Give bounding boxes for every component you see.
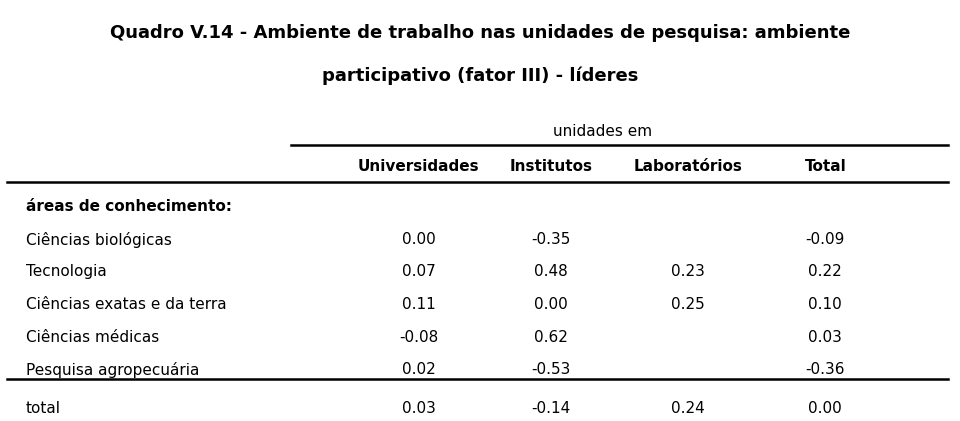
Text: 0.23: 0.23 [671,264,705,279]
Text: Universidades: Universidades [358,159,479,173]
Text: -0.09: -0.09 [805,232,845,247]
Text: total: total [26,400,60,416]
Text: Institutos: Institutos [510,159,592,173]
Text: -0.53: -0.53 [531,362,570,377]
Text: Tecnologia: Tecnologia [26,264,107,279]
Text: 0.02: 0.02 [401,362,436,377]
Text: Ciências exatas e da terra: Ciências exatas e da terra [26,297,227,312]
Text: Ciências biológicas: Ciências biológicas [26,232,172,248]
Text: 0.62: 0.62 [534,330,568,344]
Text: Pesquisa agropecuária: Pesquisa agropecuária [26,362,200,378]
Text: 0.00: 0.00 [401,232,436,247]
Text: 0.03: 0.03 [808,330,842,344]
Text: participativo (fator III) - líderes: participativo (fator III) - líderes [322,67,638,85]
Text: -0.36: -0.36 [805,362,845,377]
Text: -0.14: -0.14 [531,400,570,416]
Text: 0.03: 0.03 [401,400,436,416]
Text: Ciências médicas: Ciências médicas [26,330,159,344]
Text: 0.48: 0.48 [534,264,567,279]
Text: 0.10: 0.10 [808,297,842,312]
Text: 0.25: 0.25 [671,297,705,312]
Text: 0.00: 0.00 [808,400,842,416]
Text: -0.08: -0.08 [398,330,438,344]
Text: 0.24: 0.24 [671,400,705,416]
Text: 0.00: 0.00 [534,297,567,312]
Text: 0.11: 0.11 [401,297,436,312]
Text: -0.35: -0.35 [531,232,570,247]
Text: Quadro V.14 - Ambiente de trabalho nas unidades de pesquisa: ambiente: Quadro V.14 - Ambiente de trabalho nas u… [109,24,851,42]
Text: 0.22: 0.22 [808,264,842,279]
Text: Total: Total [804,159,846,173]
Text: unidades em: unidades em [553,124,653,139]
Text: áreas de conhecimento:: áreas de conhecimento: [26,199,232,214]
Text: 0.07: 0.07 [401,264,436,279]
Text: Laboratórios: Laboratórios [634,159,743,173]
